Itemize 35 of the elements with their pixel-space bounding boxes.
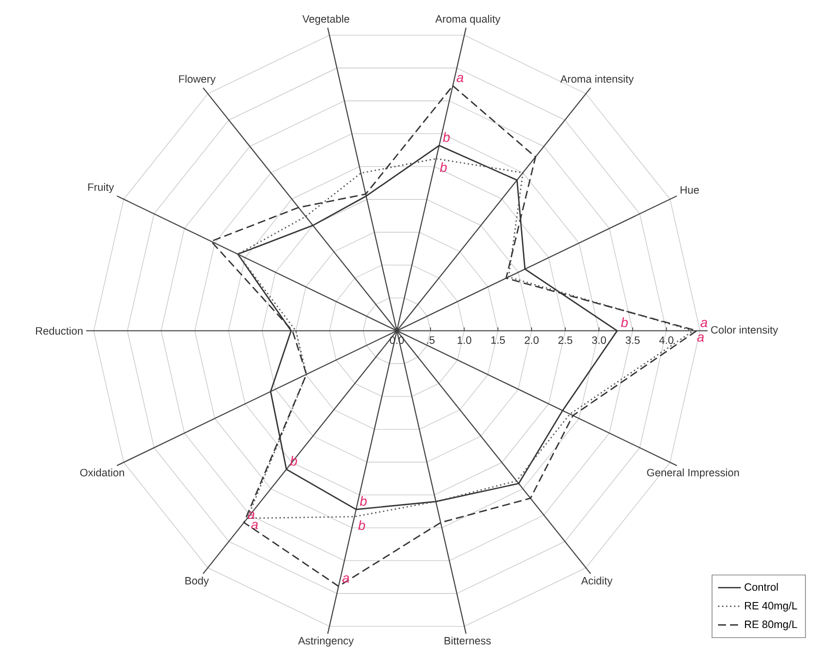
spoke-label: Body xyxy=(185,576,209,587)
y-tick-label: 1.5 xyxy=(491,336,505,344)
spoke-label: Aroma quality xyxy=(435,15,500,26)
spoke-label: Reduction xyxy=(36,327,82,335)
y-tick-label: 4.0 xyxy=(659,336,674,344)
data-label: a xyxy=(342,576,350,583)
data-label: b xyxy=(620,318,628,328)
data-label: a xyxy=(251,522,258,530)
spoke-label: Color intensity xyxy=(711,326,778,336)
spoke-label: Oxidation xyxy=(80,468,124,477)
spoke-label: General Impression xyxy=(647,468,739,479)
spoke-label: Vegetable xyxy=(302,15,350,26)
data-label: b xyxy=(442,132,450,142)
spoke-label: Fruity xyxy=(88,183,114,194)
legend-label: RE 40mg/L xyxy=(745,602,798,612)
y-tick-label: 1.0 xyxy=(458,336,472,344)
spoke-label: Aroma intensity xyxy=(560,75,634,86)
y-tick-label: 2.5 xyxy=(558,336,572,344)
spoke-label: Flowery xyxy=(179,75,216,86)
data-label: a xyxy=(700,320,708,328)
spoke-label: Astringency xyxy=(298,636,354,647)
y-tick-label: 2.0 xyxy=(524,336,539,344)
spoke-label: Bitterness xyxy=(444,636,491,645)
spoke-label: Hue xyxy=(680,186,699,194)
legend-label: RE 80mg/L xyxy=(745,620,798,630)
data-label: b xyxy=(358,520,366,530)
data-label: b xyxy=(360,496,367,506)
data-label: b xyxy=(440,162,447,172)
y-tick-label: 3.5 xyxy=(626,336,640,344)
data-label: a xyxy=(697,334,704,342)
data-label: a xyxy=(456,75,464,82)
y-tick-label: 3.0 xyxy=(592,336,606,344)
spoke-label: Acidity xyxy=(581,576,612,587)
y-tick-label: .5 xyxy=(427,336,435,344)
legend-label: Control xyxy=(744,583,778,591)
